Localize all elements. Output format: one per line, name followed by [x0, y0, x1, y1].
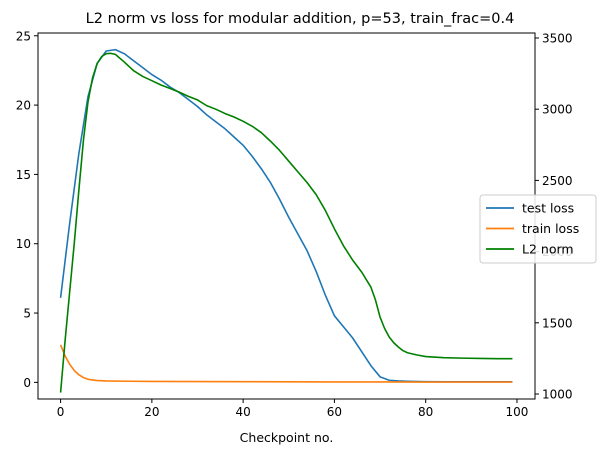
legend-entry: train loss [522, 221, 579, 236]
y-tick-label-left: 20 [16, 99, 31, 113]
series-line-l2-norm [59, 52, 513, 393]
y-tick-label-right: 1000 [542, 388, 573, 402]
x-tick-label: 80 [418, 405, 433, 419]
y-tick-label-left: 5 [23, 307, 31, 321]
x-tick-label: 40 [236, 405, 251, 419]
y-tick-label-right: 3000 [542, 103, 573, 117]
legend-box [479, 194, 597, 264]
series-line-train-loss [59, 344, 513, 383]
series-line-test-loss [59, 48, 513, 383]
x-tick-label: 60 [327, 405, 342, 419]
y-tick-label-left: 0 [23, 376, 31, 390]
y-tick-label-left: 25 [16, 29, 31, 43]
x-axis-label: Checkpoint no. [240, 430, 334, 445]
legend-entry: test loss [522, 201, 574, 216]
legend: test loss train loss L2 norm [479, 194, 597, 264]
chart-title: L2 norm vs loss for modular addition, p=… [86, 11, 515, 27]
x-tick-label: 20 [144, 405, 159, 419]
y-tick-label-right: 3500 [542, 31, 573, 45]
x-tick-label: 100 [506, 405, 529, 419]
y-tick-label-left: 10 [16, 237, 31, 251]
y-tick-label-left: 15 [16, 168, 31, 182]
legend-entry: L2 norm [522, 242, 574, 257]
y-tick-label-right: 1500 [542, 316, 573, 330]
y-tick-label-right: 2500 [542, 174, 573, 188]
x-tick-label: 0 [57, 405, 65, 419]
